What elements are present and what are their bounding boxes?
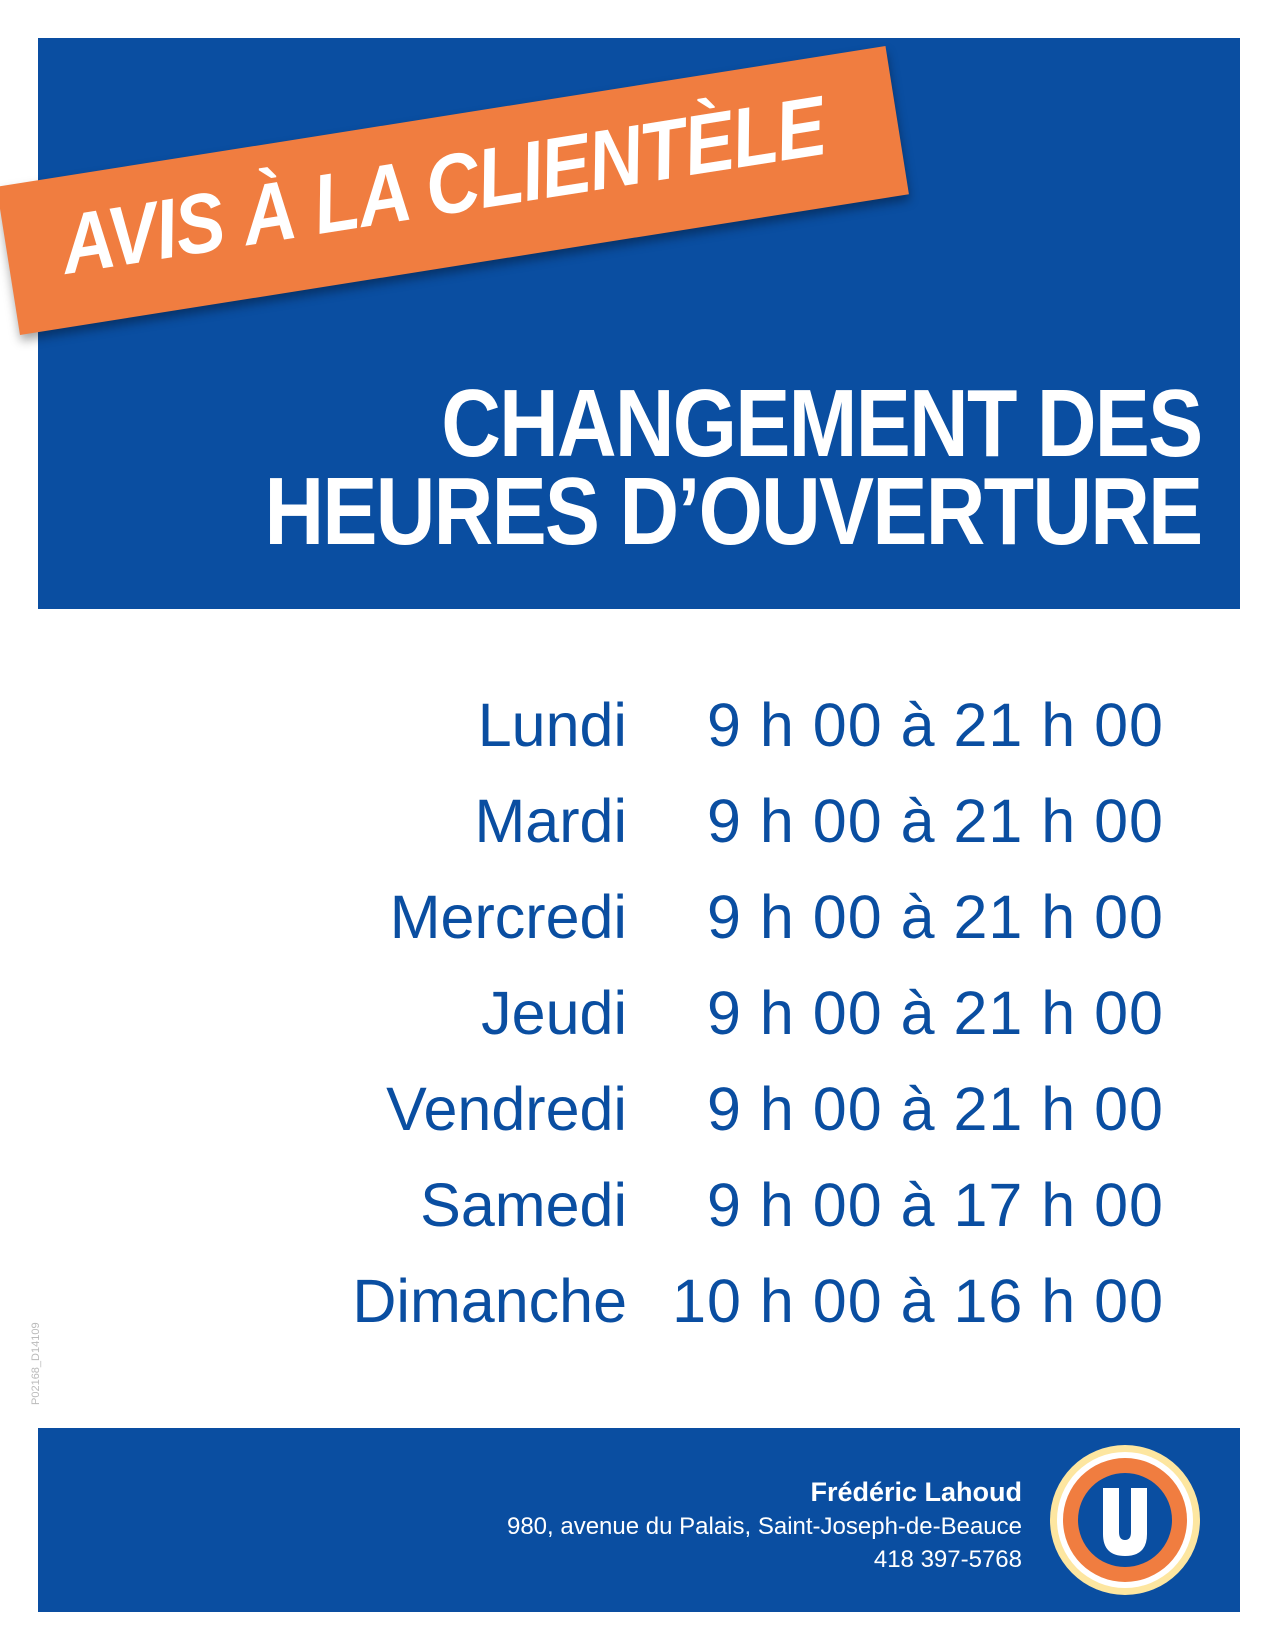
side-code: P02168_D14109 bbox=[30, 1322, 42, 1405]
day: Dimanche bbox=[352, 1267, 627, 1335]
hours: 9 h 00 à 17 h 00 bbox=[707, 1171, 1164, 1239]
footer-panel bbox=[38, 1428, 1240, 1612]
store-name: Frédéric Lahoud bbox=[810, 1477, 1022, 1507]
title-line: HEURES D’OUVERTURE bbox=[264, 458, 1203, 565]
hours: 9 h 00 à 21 h 00 bbox=[707, 979, 1164, 1047]
schedule-row: Jeudi 9 h 00 à 21 h 00 bbox=[0, 978, 1275, 1074]
schedule-row: Mercredi 9 h 00 à 21 h 00 bbox=[0, 882, 1275, 978]
schedule-row: Dimanche 10 h 00 à 16 h 00 bbox=[0, 1266, 1275, 1362]
store-phone: 418 397-5768 bbox=[873, 1546, 1022, 1573]
hours: 9 h 00 à 21 h 00 bbox=[707, 691, 1164, 759]
day: Vendredi bbox=[386, 1075, 627, 1143]
hours: 9 h 00 à 21 h 00 bbox=[707, 883, 1164, 951]
title-line: CHANGEMENT DES bbox=[440, 370, 1203, 477]
title: CHANGEMENT DES HEURES D’OUVERTURE bbox=[112, 370, 1203, 565]
logo bbox=[1050, 1445, 1200, 1595]
schedule-row: Lundi 9 h 00 à 21 h 00 bbox=[0, 690, 1275, 786]
schedule-row: Samedi 9 h 00 à 17 h 00 bbox=[0, 1170, 1275, 1266]
hours: 10 h 00 à 16 h 00 bbox=[672, 1267, 1164, 1335]
schedule-row: Vendredi 9 h 00 à 21 h 00 bbox=[0, 1074, 1275, 1170]
schedule-row: Mardi 9 h 00 à 21 h 00 bbox=[0, 786, 1275, 882]
hours: 9 h 00 à 21 h 00 bbox=[707, 1075, 1164, 1143]
day: Samedi bbox=[420, 1171, 627, 1239]
store-address: 980, avenue du Palais, Saint-Joseph-de-B… bbox=[506, 1513, 1022, 1540]
day: Lundi bbox=[477, 691, 627, 759]
day: Mardi bbox=[474, 787, 627, 855]
logo-blue bbox=[1078, 1473, 1172, 1567]
day: Jeudi bbox=[481, 979, 627, 1047]
logo-u bbox=[1103, 1488, 1147, 1556]
hours: 9 h 00 à 21 h 00 bbox=[707, 787, 1164, 855]
day: Mercredi bbox=[389, 883, 627, 951]
